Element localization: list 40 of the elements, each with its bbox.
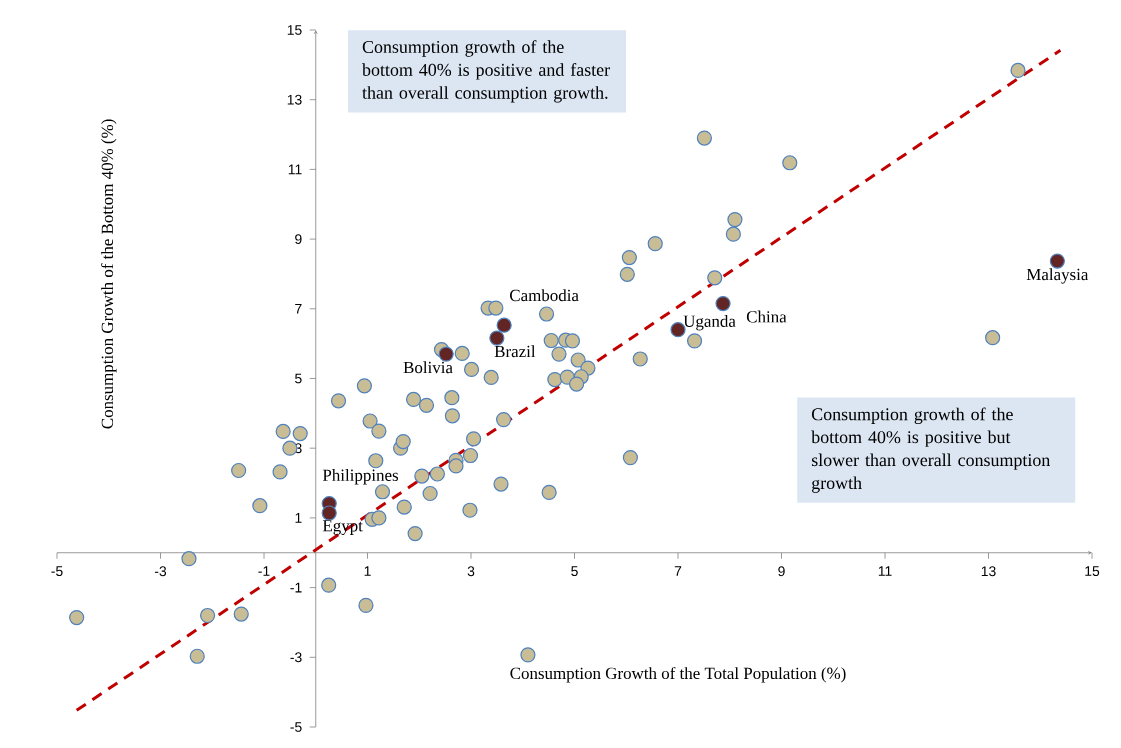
annotation: Consumption growth of the bottom 40% is positive but slower than overall consumption growth (811, 407, 1051, 493)
point (438, 346, 454, 362)
point (670, 322, 686, 338)
annotation: Egypt (322, 520, 363, 535)
y-tick-label: 7 (295, 304, 302, 314)
annotation: Brazil (494, 345, 536, 358)
y-tick-label: -3 (290, 652, 302, 663)
y-tick-label: 1 (295, 513, 302, 523)
x-tick-label: 5 (571, 566, 578, 576)
x-tick-label: 13 (981, 566, 996, 577)
x-tick-label: 7 (674, 566, 682, 576)
y-tick-label: -1 (290, 582, 302, 593)
annotation: Bolivia (403, 361, 453, 374)
annotation: China (746, 310, 787, 323)
y-axis-title: Consumption Growth of the Bottom 40% (%) (100, 119, 117, 429)
annotation: Cambodia (510, 289, 579, 302)
y-tick-label: 9 (295, 234, 302, 245)
x-tick-label: -1 (258, 566, 270, 576)
annotation: Consumption growth of the bottom 40% is positive and faster than overall consumption growth. (362, 40, 610, 103)
annotation: Philippines (322, 469, 399, 485)
point (1049, 253, 1065, 269)
point (496, 317, 512, 333)
x-tick-label: -3 (154, 566, 167, 577)
x-tick-label: 1 (364, 566, 371, 576)
y-tick-label: 5 (295, 373, 302, 384)
annotation: Malaysia (1026, 268, 1089, 284)
x-axis-title: Consumption Growth of the Total Population (%) (510, 666, 846, 683)
x-tick-label: 9 (778, 566, 785, 577)
point (489, 330, 505, 346)
point (321, 505, 337, 521)
y-tick-label: -5 (290, 722, 302, 732)
point (715, 295, 731, 312)
x-tick-label: 3 (467, 566, 475, 577)
x-tick-label: 11 (878, 566, 892, 576)
y-tick-label: 15 (287, 25, 302, 35)
x-tick-label: -5 (51, 566, 63, 576)
y-tick-label: 13 (287, 94, 302, 105)
annotation: Uganda (683, 315, 736, 331)
y-tick-label: 11 (288, 164, 302, 175)
x-tick-label: 15 (1085, 566, 1100, 576)
